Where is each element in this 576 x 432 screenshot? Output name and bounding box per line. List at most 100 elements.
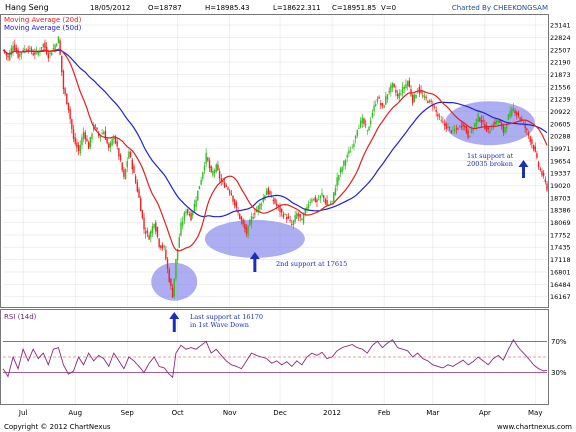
candle-body — [217, 164, 219, 171]
candle-body — [220, 178, 222, 183]
candle-body — [175, 259, 177, 279]
candle-body — [428, 99, 431, 103]
candle-body — [529, 136, 531, 142]
candle-body — [479, 117, 481, 122]
candle-body — [34, 52, 36, 55]
candle-body — [143, 217, 145, 230]
candle-body — [30, 48, 33, 53]
candle-body — [208, 160, 211, 169]
candle-body — [131, 159, 133, 170]
candle-body — [517, 112, 520, 117]
candle-body — [79, 145, 81, 154]
candle-body — [411, 94, 414, 104]
candle-body — [427, 101, 429, 103]
candle-body — [269, 191, 271, 195]
candle-body — [432, 104, 434, 107]
candle-body — [319, 195, 322, 199]
candle-body — [76, 142, 78, 148]
candle-body — [375, 104, 377, 107]
candle-body — [265, 190, 268, 196]
candle-body — [124, 168, 127, 180]
candle-body — [361, 117, 364, 124]
header-date: 18/05/2012 — [90, 4, 130, 12]
candle-body — [158, 238, 160, 247]
candle-body — [494, 121, 496, 125]
candle-body — [443, 123, 446, 126]
x-tick-label: Aug — [68, 409, 82, 417]
x-tick-label: 2012 — [323, 409, 341, 417]
rsi-level-label: 30% — [551, 369, 567, 377]
candle-body — [333, 192, 335, 202]
y-tick-label: 17752 — [550, 231, 571, 239]
candle-body — [244, 224, 246, 229]
candle-body — [225, 185, 228, 187]
candle-body — [275, 203, 278, 206]
candle-body — [514, 110, 516, 114]
candle-body — [262, 197, 264, 202]
candle-body — [370, 120, 372, 125]
candle-body — [376, 98, 379, 102]
candle-body — [148, 235, 150, 240]
candle-body — [259, 203, 261, 210]
candle-body — [245, 227, 248, 234]
candle-body — [129, 151, 132, 157]
candle-body — [307, 204, 310, 208]
candle-body — [438, 115, 441, 117]
candle-body — [331, 201, 333, 202]
candle-body — [119, 154, 122, 161]
candle-body — [150, 231, 152, 238]
candle-body — [72, 129, 75, 139]
candle-body — [14, 44, 16, 51]
candle-body — [257, 205, 259, 212]
grid — [3, 15, 547, 404]
y-tick-label: 21873 — [550, 71, 571, 79]
candle-body — [326, 199, 328, 206]
candle-body — [418, 86, 421, 94]
candle-body — [91, 133, 93, 139]
annotation-text: 20035 broken — [467, 160, 513, 168]
candle-body — [69, 109, 71, 120]
candle-body — [502, 125, 505, 133]
header-high: H=18985.43 — [205, 4, 250, 12]
candle-body — [274, 198, 276, 204]
candle-body — [40, 47, 43, 49]
candle-body — [86, 138, 88, 142]
candle-body — [195, 199, 197, 207]
candle-body — [61, 55, 63, 73]
candle-body — [126, 161, 128, 168]
candle-body — [183, 212, 186, 221]
candle-body — [207, 157, 209, 161]
y-tick-label: 16484 — [550, 281, 571, 289]
candle-body — [396, 94, 399, 97]
candle-body — [499, 120, 501, 123]
candle-body — [349, 151, 352, 153]
candle-body — [250, 215, 253, 224]
candle-body — [29, 47, 31, 49]
candle-body — [386, 93, 389, 100]
candle-body — [121, 162, 123, 171]
candle-body — [363, 118, 365, 124]
candle-body — [255, 209, 258, 213]
annotation-text: 2nd support at 17615 — [276, 260, 347, 268]
annotation-text: 1st support at — [467, 152, 514, 160]
candle-body — [56, 43, 58, 46]
candle-body — [321, 193, 323, 196]
candle-body — [136, 182, 139, 192]
y-tick-label: 19654 — [550, 157, 571, 165]
candle-body — [103, 132, 105, 135]
candle-body — [139, 198, 142, 212]
candle-body — [94, 125, 97, 127]
candle-body — [5, 52, 8, 56]
candle-body — [316, 199, 318, 203]
candle-body — [242, 219, 244, 225]
x-tick-label: Sep — [121, 409, 135, 417]
candle-body — [542, 172, 545, 176]
y-tick-label: 16167 — [550, 293, 571, 301]
candle-body — [482, 120, 484, 122]
candle-body — [445, 123, 447, 129]
candle-body — [99, 135, 102, 138]
candle-body — [519, 117, 521, 120]
candle-body — [222, 181, 224, 183]
candle-body — [123, 169, 125, 177]
candle-body — [7, 55, 9, 58]
